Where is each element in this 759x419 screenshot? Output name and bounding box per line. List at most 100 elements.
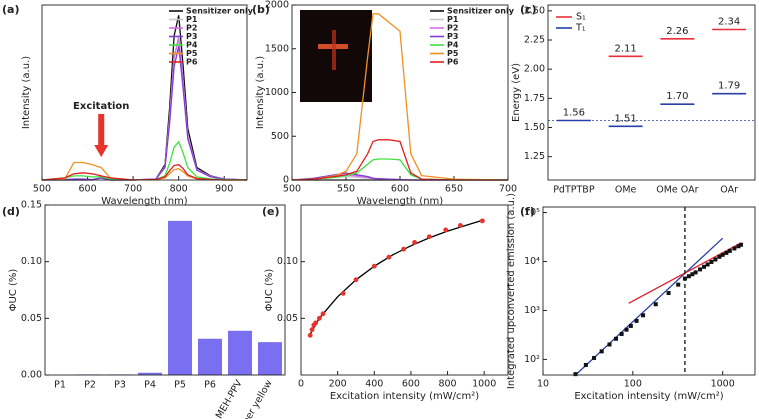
- point: [340, 291, 346, 296]
- y-axis-label: Intensity (a.u.): [21, 56, 32, 129]
- value-label: 1.70: [666, 91, 688, 102]
- point: [682, 276, 687, 281]
- x-tick-label: 0: [298, 379, 304, 390]
- point: [641, 313, 646, 318]
- y-axis-label: Integrated upconverted emission (a.u.): [506, 193, 517, 389]
- annotation: Excitation: [73, 101, 129, 112]
- x-tick-label: P3: [114, 380, 126, 391]
- x-tick-label: OAr: [720, 185, 738, 196]
- point: [653, 302, 658, 307]
- legend-label: P3: [447, 32, 458, 41]
- x-tick-label: 1000: [472, 379, 496, 390]
- x-axis-label: Wavelength (nm): [101, 196, 187, 207]
- panel-label: (f): [520, 205, 535, 218]
- axes-frame: [547, 4, 756, 181]
- y-tick-label: 2.25: [524, 35, 545, 46]
- legend-label: P5: [186, 49, 198, 58]
- y-tick-label: 1.75: [524, 93, 545, 104]
- point: [709, 259, 714, 264]
- point: [732, 246, 737, 251]
- y-tick-label: 2.00: [524, 64, 545, 75]
- y-axis-label: ΦUC (%): [8, 269, 19, 312]
- point: [717, 254, 722, 259]
- x-axis-label: Excitation intensity (mW/cm²): [330, 391, 479, 402]
- y-tick-label: 0.00: [21, 370, 42, 381]
- legend-label: P3: [186, 32, 197, 41]
- x-tick-label: 800: [438, 379, 456, 390]
- y-tick-label: 10²: [524, 354, 540, 365]
- point: [309, 327, 315, 333]
- axes-frame: [542, 206, 756, 376]
- bar: [198, 338, 222, 375]
- fit-line: [575, 237, 724, 376]
- x-tick-label: P5: [174, 380, 186, 391]
- point: [426, 234, 432, 240]
- bar: [228, 330, 252, 375]
- point: [736, 244, 741, 249]
- legend-label: P2: [447, 24, 458, 33]
- point: [705, 262, 710, 267]
- value-label: 1.79: [718, 81, 740, 92]
- x-tick-label: P1: [54, 380, 66, 391]
- y-axis-label: Energy (eV): [511, 63, 522, 122]
- point: [614, 336, 619, 341]
- axes-frame: [41, 4, 248, 181]
- point: [401, 246, 406, 252]
- x-tick-label: OMe: [615, 185, 637, 196]
- y-axis-label: ΦUC (%): [264, 269, 275, 312]
- legend-label: P6: [447, 58, 459, 67]
- x-tick-label: 100: [624, 379, 642, 390]
- x-tick-label: 200: [329, 379, 347, 390]
- value-label: 1.51: [614, 113, 636, 124]
- x-tick-label: 1000: [711, 379, 735, 390]
- x-tick-label: OMe OAr: [656, 185, 698, 196]
- x-tick-label: P6: [204, 380, 216, 391]
- y-tick-label: 0.15: [21, 200, 42, 211]
- panel-label: (e): [262, 205, 280, 218]
- series-line: [41, 163, 247, 181]
- point: [702, 264, 707, 269]
- x-tick-label: 700: [499, 184, 517, 195]
- y-tick-label: 0.10: [277, 256, 298, 267]
- y-tick-label: 1500: [265, 43, 289, 54]
- point: [583, 362, 588, 367]
- panel-label: (d): [2, 205, 20, 218]
- axes-frame: [44, 204, 286, 376]
- legend-label: P4: [186, 41, 198, 50]
- x-axis-label: Excitation intensity (mW/cm²): [574, 391, 723, 402]
- point: [313, 320, 319, 326]
- x-tick-label: P4: [144, 380, 156, 391]
- y-tick-label: 2000: [265, 0, 289, 11]
- series-line: [291, 13, 509, 181]
- value-label: 2.11: [614, 43, 636, 54]
- inset-glow: [332, 30, 336, 70]
- x-tick-label: 800: [170, 184, 188, 195]
- x-tick-label: 500: [33, 184, 51, 195]
- point: [727, 248, 732, 253]
- x-tick-label: 650: [445, 184, 463, 195]
- point: [724, 250, 729, 255]
- legend-label: S₁: [576, 12, 586, 23]
- point: [698, 267, 703, 272]
- point: [619, 331, 624, 336]
- point: [320, 311, 326, 317]
- legend-label: Sensitizer only: [186, 7, 254, 16]
- point: [307, 332, 313, 338]
- fit-line: [309, 219, 485, 335]
- y-tick-label: 10⁵: [524, 207, 540, 218]
- point: [607, 342, 612, 347]
- legend-label: P1: [186, 15, 198, 24]
- x-tick-label: 10: [537, 379, 549, 390]
- bar: [138, 372, 162, 375]
- point: [573, 372, 578, 377]
- y-tick-label: 1000: [265, 87, 289, 98]
- x-tick-label: 600: [78, 184, 96, 195]
- x-tick-label: 500: [283, 184, 301, 195]
- x-tick-label: 700: [124, 184, 142, 195]
- point: [479, 218, 485, 224]
- y-tick-label: 10³: [524, 305, 540, 316]
- legend-label: P5: [447, 49, 459, 58]
- x-tick-label: MEH-PPV: [214, 378, 245, 419]
- x-tick-label: 900: [215, 184, 233, 195]
